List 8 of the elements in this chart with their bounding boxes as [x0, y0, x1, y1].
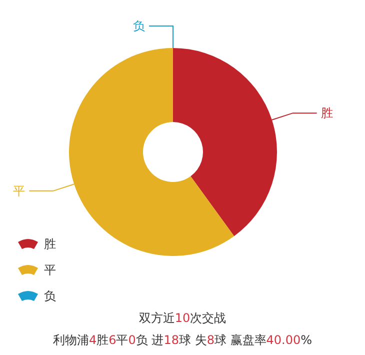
text: 利物浦4胜6平0负 进18球 失8球 赢盘率40.00%: [52, 333, 312, 347]
slice-label: 平: [13, 184, 26, 198]
legend-label: 胜: [44, 237, 56, 251]
category-label: 负: [133, 19, 145, 33]
text: 双方近10次交战: [138, 311, 226, 325]
slice-label: 胜: [320, 106, 333, 120]
legend-label: 平: [44, 263, 56, 277]
legend-label: 负: [44, 289, 56, 303]
